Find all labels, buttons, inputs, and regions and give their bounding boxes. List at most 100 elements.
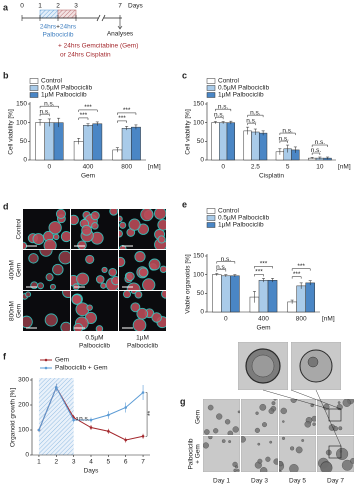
organoid	[52, 263, 64, 276]
bar	[131, 126, 141, 161]
organoid	[281, 436, 286, 440]
y-tick-label: 150	[193, 253, 204, 260]
organoid	[273, 399, 277, 401]
organoid	[341, 459, 353, 471]
micrograph	[23, 250, 70, 290]
x-tick-label: 800	[296, 316, 307, 323]
bar	[305, 282, 315, 313]
zoom-box	[328, 445, 342, 459]
significance-label: n.s.	[246, 117, 257, 124]
organoid	[128, 218, 141, 231]
bar	[243, 130, 252, 161]
organoid	[76, 272, 90, 286]
organoid	[95, 275, 105, 284]
organoid	[32, 233, 45, 246]
legend-swatch	[206, 215, 216, 221]
organoid	[45, 273, 54, 282]
organoid	[259, 403, 267, 411]
legend-label: Control	[218, 78, 240, 85]
organoid	[55, 209, 66, 219]
organoid	[295, 446, 303, 454]
row-label: + Gem	[195, 444, 202, 464]
organoid	[235, 465, 239, 469]
significance-bracket	[39, 113, 50, 117]
x-tick-label: 0	[224, 316, 228, 323]
organoid	[30, 281, 39, 290]
column-label: Day 1	[213, 478, 230, 485]
significance-label: n.s.	[279, 135, 290, 142]
point	[141, 434, 145, 438]
y-axis-title: Viable organoids [%]	[185, 254, 192, 314]
point	[124, 438, 128, 442]
organoid	[268, 408, 275, 415]
significance-label: ***	[80, 112, 88, 119]
significance-bracket	[254, 274, 264, 277]
organoid	[125, 271, 135, 282]
micrograph	[203, 399, 240, 435]
significance-bracket	[311, 144, 328, 148]
micrograph	[279, 436, 316, 472]
significance-bracket	[78, 117, 89, 120]
organoid	[148, 258, 161, 271]
organoid	[254, 427, 260, 433]
bar	[230, 275, 240, 313]
organoid	[350, 458, 354, 464]
organoid	[25, 291, 32, 298]
significance-bracket	[291, 276, 302, 279]
significance-label: ***	[118, 115, 126, 122]
column-label: Palbociclib	[79, 343, 110, 350]
legend-label: 1µM Palbociclib	[218, 222, 264, 229]
legend-swatch	[206, 222, 216, 228]
treatment-label: or 24hrs Cisplatin	[60, 52, 111, 59]
organoid	[255, 411, 259, 415]
organoid	[311, 415, 316, 422]
significance-label: n.s.	[44, 100, 55, 107]
organoid-zoom	[251, 354, 275, 378]
y-tick-label: 50	[20, 138, 28, 145]
organoid	[282, 420, 285, 423]
organoid	[95, 325, 104, 331]
organoid	[151, 312, 162, 323]
organoid	[44, 313, 58, 327]
organoid	[85, 254, 95, 264]
bar	[44, 122, 55, 161]
bar	[83, 125, 93, 161]
organoid	[71, 294, 83, 305]
organoid	[262, 422, 267, 428]
legend-label: Control	[218, 208, 240, 215]
significance-bracket	[311, 152, 321, 156]
panel-label: a	[3, 2, 9, 12]
significance-label: ***	[84, 104, 92, 111]
point	[124, 406, 128, 409]
organoid	[290, 446, 295, 451]
organoid	[161, 291, 166, 299]
organoid-zoom	[307, 356, 319, 368]
micrograph	[23, 209, 70, 249]
organoid	[257, 442, 261, 446]
organoid	[23, 241, 28, 249]
legend-label: Gem	[55, 357, 69, 364]
organoid	[257, 458, 263, 464]
bar	[53, 122, 64, 161]
axis-break	[96, 14, 101, 22]
x-unit: [nM]	[322, 316, 335, 323]
legend-swatch	[29, 78, 39, 84]
significance-label: ***	[293, 271, 301, 278]
point	[107, 413, 110, 417]
organoid	[336, 404, 343, 411]
arrow-head	[117, 25, 123, 30]
organoid	[323, 403, 330, 411]
legend-marker	[44, 366, 48, 370]
organoid	[140, 209, 154, 222]
significance-label: n.s.	[315, 139, 326, 146]
x-tick-label: 5	[107, 459, 111, 466]
organoid	[301, 439, 305, 442]
days-title: Days	[128, 3, 144, 10]
y-axis-title: Organoid growth [%]	[10, 388, 17, 447]
organoid	[336, 447, 349, 460]
organoid	[228, 440, 232, 444]
organoid	[119, 215, 123, 223]
organoid	[224, 419, 231, 425]
organoid	[111, 275, 118, 286]
treatment-label: + 24hrs Gemcitabine (Gem)	[58, 43, 138, 50]
